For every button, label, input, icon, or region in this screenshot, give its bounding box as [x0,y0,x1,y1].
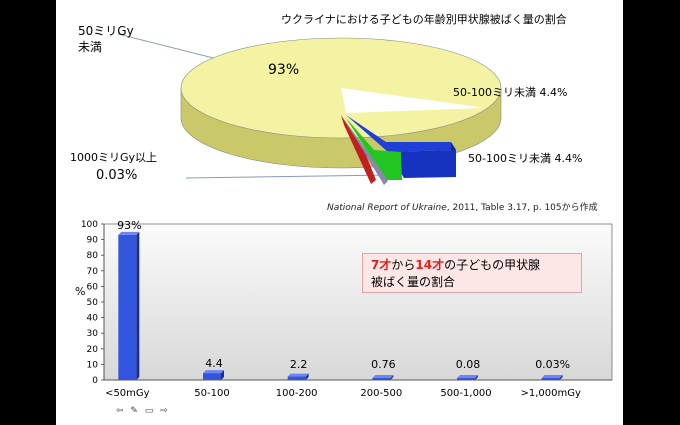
bar [203,373,221,380]
y-tick-label: 40 [87,314,99,324]
bar-chart: 0 10 20 30 40 50 60 70 80 90 100 <50mGy 50-100 100-2… [75,219,613,399]
source-title: National Report of Ukraine [327,203,447,213]
y-axis-label: % [75,285,85,298]
data-label: 0.08 [456,358,481,371]
y-tick-label: 20 [87,345,99,355]
bar [287,376,306,380]
pie-chart [117,33,502,185]
x-tick-label: 100-200 [276,388,318,399]
pie-slice-gray [343,118,388,185]
bar [372,378,391,380]
y-tick-label: 80 [87,251,99,261]
label-under50-line1: 50ミリGy [78,24,134,38]
bar-side [559,375,563,380]
x-tick-label: >1,000mGy [520,388,580,399]
y-tick-label: 90 [87,236,99,246]
note-line1: 7才から14才の子どもの甲状腺 [371,257,573,274]
bar-side [390,375,394,380]
y-tick-label: 0 [92,376,98,386]
data-label: 0.03% [535,358,570,371]
y-tick-label: 30 [87,329,99,339]
data-label: 0.76 [371,358,396,371]
label-under50-line2: 未満 [78,40,103,54]
slide: ウクライナにおける子どもの年齢別甲状腺被ばく量の割合 50ミリGy 未満 93%… [56,0,623,425]
bar-side [475,375,478,380]
bar-top [372,375,394,378]
label-over1000-line1: 1000ミリGy以上 [70,151,158,164]
plot-area [103,223,613,381]
bar-side [136,231,140,380]
bar-top [457,375,478,378]
label-50-100-b: 50-100ミリ未満 4.4% [468,152,583,165]
x-tick-label: 200-500 [360,388,402,399]
y-tick-label: 50 [87,298,99,308]
note-age-from: 7才 [371,258,392,272]
x-tick-label: 500-1,000 [440,388,491,399]
bar-top [287,373,309,377]
y-tick-label: 70 [87,267,99,277]
source-details: , 2011, Table 3.17, p. 105から作成 [446,203,598,213]
data-label: 4.4 [205,357,223,370]
note-line1-rest: の子どもの甲状腺 [444,258,541,272]
pie-slice-50-100-blue-front [388,150,456,178]
y-tick-label: 10 [87,360,99,370]
bar-side [305,373,309,380]
data-label: 2.2 [290,358,308,371]
source-citation: National Report of Ukraine, 2011, Table … [327,200,598,213]
note-age-to: 14才 [415,258,445,272]
data-label: 93% [117,219,141,232]
bar-top [118,231,140,235]
pie-chart-title: ウクライナにおける子どもの年齢別甲状腺被ばく量の割合 [281,13,567,26]
y-tick-label: 60 [87,282,99,292]
label-under50-pct: 93% [268,62,300,78]
bar [118,234,137,380]
bar-top [541,375,563,378]
leader-line-over1000 [185,174,392,179]
label-50-100-a: 50-100ミリ未満 4.4% [453,86,568,99]
y-tick-label: 100 [81,220,98,230]
note-connector: から [391,258,416,272]
chart-note: 7才から14才の子どもの甲状腺 被ばく量の割合 [362,253,582,293]
bar [457,378,475,380]
label-over1000-line2: 0.03% [96,168,138,183]
pie-gap [341,88,486,113]
slide-nav-icons[interactable]: ⇦ ✎ ▭ ⇨ [116,406,170,416]
bar-side [221,370,224,380]
pie-slice-50-100-green [346,118,402,180]
note-line2: 被ばく量の割合 [371,275,456,289]
pie-slice-50-100-blue-top [346,115,456,152]
pie-slice-over1000 [341,115,376,184]
bar [541,378,560,380]
bar-top [203,370,224,374]
x-tick-label: 50-100 [194,388,229,399]
x-tick-label: <50mGy [105,388,150,399]
